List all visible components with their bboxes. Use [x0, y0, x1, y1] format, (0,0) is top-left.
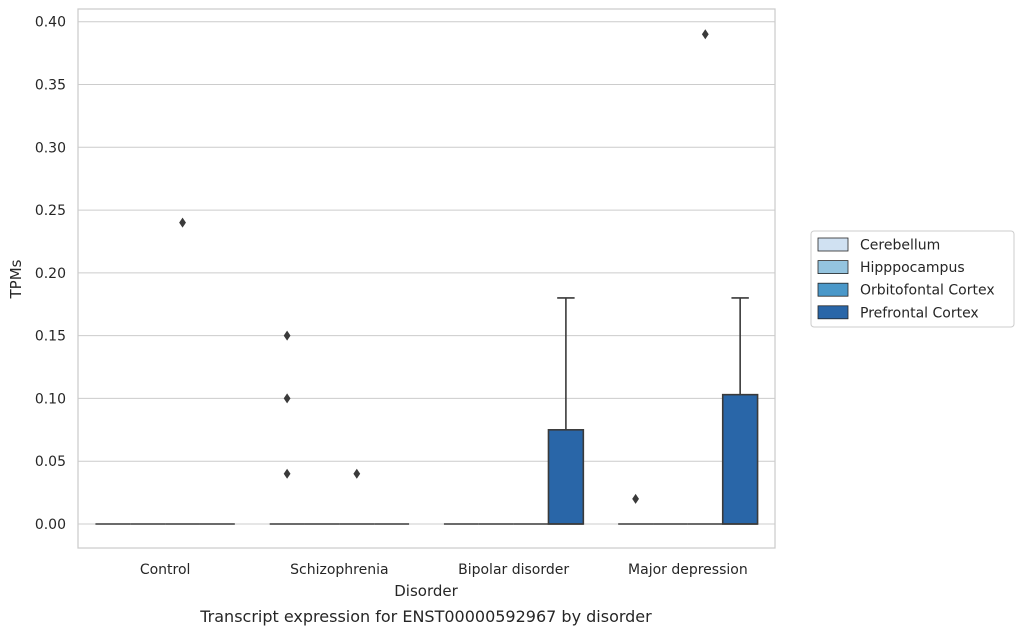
box-0-3 — [618, 493, 654, 525]
x-tick-label: Bipolar disorder — [458, 562, 569, 578]
y-tick-label: 0.25 — [35, 203, 66, 219]
y-tick-label: 0.40 — [35, 15, 66, 31]
legend: Cerebellum Hipppocampus Orbitofontal Corte… — [810, 230, 1015, 328]
outlier-point — [283, 330, 291, 341]
box-2-3 — [687, 29, 723, 525]
outlier-point — [283, 393, 291, 404]
outlier-point — [283, 468, 291, 479]
box-2-1 — [339, 468, 375, 525]
x-tick-labels: Control Schizophrenia Bipolar disorder Majo… — [140, 562, 748, 578]
grid-lines — [78, 21, 775, 525]
x-tick-label: Major depression — [628, 562, 748, 578]
y-tick-label: 0.05 — [35, 454, 66, 470]
outlier-point — [632, 493, 639, 504]
x-tick-label: Control — [140, 562, 191, 578]
y-tick-labels: 0.00 0.05 0.10 0.15 0.20 0.25 0.30 0.35 0.40 — [35, 15, 66, 533]
legend-swatch — [817, 282, 849, 297]
x-axis-title: Disorder — [394, 582, 458, 600]
y-tick-label: 0.30 — [35, 140, 66, 156]
box-series — [95, 29, 759, 525]
box-0-1 — [269, 330, 305, 525]
outlier-point — [353, 468, 361, 479]
legend-frame — [810, 230, 1015, 328]
plot-frame — [77, 8, 776, 549]
y-tick-label: 0.00 — [35, 517, 66, 533]
chart-caption: Transcript expression for ENST0000059296… — [199, 607, 652, 626]
y-tick-label: 0.10 — [35, 391, 66, 407]
outlier-point — [179, 217, 186, 228]
legend-label: Prefrontal Cortex — [860, 305, 979, 321]
legend-label: Orbitofontal Cortex — [860, 283, 995, 299]
legend-swatch — [817, 305, 849, 320]
y-axis-title: TPMs — [7, 259, 25, 299]
box-body — [721, 393, 759, 525]
y-tick-label: 0.15 — [35, 329, 66, 345]
box-3-3 — [721, 297, 759, 525]
box-body — [547, 429, 585, 525]
legend-label: Hipppocampus — [860, 260, 965, 276]
y-tick-label: 0.20 — [35, 266, 66, 282]
legend-swatch — [817, 260, 849, 275]
outlier-point — [701, 29, 709, 40]
legend-swatch — [817, 237, 849, 252]
box-3-2 — [547, 297, 585, 525]
y-tick-label: 0.35 — [35, 77, 66, 93]
x-tick-label: Schizophrenia — [290, 562, 388, 578]
legend-label: Cerebellum — [860, 238, 940, 254]
box-2-0 — [165, 217, 200, 525]
